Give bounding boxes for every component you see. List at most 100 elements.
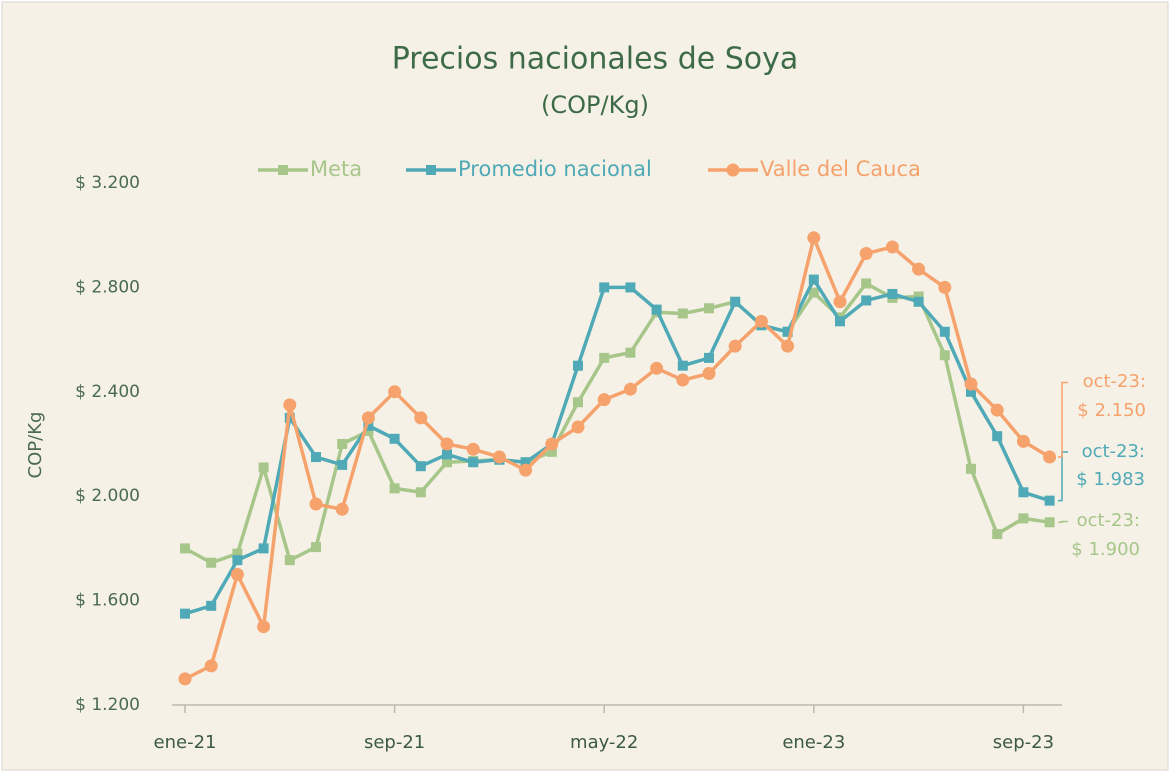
point <box>335 502 349 516</box>
point <box>677 360 688 371</box>
point <box>597 393 611 407</box>
point <box>992 529 1003 540</box>
y-tick-label: $ 3.200 <box>75 173 140 193</box>
point <box>284 555 295 566</box>
point <box>468 457 479 468</box>
point <box>546 446 557 457</box>
end-label-value: $ 1.900 <box>1071 539 1140 560</box>
point <box>311 542 321 553</box>
end-label-connector <box>1058 520 1068 524</box>
point <box>520 457 531 468</box>
y-tick-label: $ 2.000 <box>75 486 140 506</box>
point <box>492 450 506 464</box>
y-tick-label: $ 1.200 <box>75 695 140 715</box>
legend-marker <box>426 165 436 175</box>
point <box>363 420 374 431</box>
y-axis-title: COP/Kg <box>25 412 46 479</box>
end-label-value: $ 2.150 <box>1077 400 1146 421</box>
point <box>309 497 323 511</box>
point <box>258 543 269 554</box>
point <box>311 452 321 463</box>
point <box>1044 517 1055 528</box>
point <box>990 403 1004 417</box>
legend-marker <box>726 163 740 177</box>
point <box>178 672 192 686</box>
point <box>704 352 714 363</box>
point <box>414 411 428 425</box>
point <box>887 288 898 299</box>
point <box>388 385 402 399</box>
point <box>206 557 217 568</box>
point <box>730 296 741 307</box>
point <box>599 282 610 293</box>
y-tick-label: $ 2.400 <box>75 382 140 402</box>
point <box>232 555 243 566</box>
point <box>702 367 716 381</box>
point <box>808 287 819 298</box>
point <box>754 314 768 328</box>
x-tick-label: ene-21 <box>154 732 217 753</box>
x-tick-label: sep-23 <box>993 732 1054 753</box>
point <box>466 442 480 456</box>
chart-subtitle: (COP/Kg) <box>541 91 649 119</box>
point <box>650 361 664 375</box>
chart-title: Precios nacionales de Soya <box>392 42 799 77</box>
point <box>337 459 348 470</box>
point <box>782 326 793 337</box>
point <box>939 326 950 337</box>
point <box>415 487 426 498</box>
point <box>651 304 662 315</box>
point <box>938 280 952 294</box>
point <box>807 231 821 245</box>
point <box>257 620 271 634</box>
point <box>415 461 426 472</box>
point <box>363 425 374 436</box>
series-line <box>184 277 1051 616</box>
point <box>389 433 400 444</box>
point <box>676 373 690 387</box>
legend-label: Meta <box>310 157 362 181</box>
end-label-date: oct-23: <box>1083 371 1146 392</box>
point <box>283 398 297 412</box>
point <box>1043 450 1057 464</box>
point <box>232 548 243 559</box>
x-tick-label: sep-21 <box>364 732 425 753</box>
point <box>833 295 847 309</box>
point <box>1018 487 1029 498</box>
end-label-connector <box>1058 381 1068 458</box>
point <box>573 397 583 408</box>
point <box>939 350 950 361</box>
end-label-date: oct-23: <box>1082 441 1145 462</box>
point <box>442 457 452 468</box>
legend-marker <box>278 165 288 175</box>
point <box>966 386 976 397</box>
point <box>808 274 819 285</box>
y-tick-label: $ 2.800 <box>75 277 140 297</box>
point <box>573 360 583 371</box>
point <box>337 439 348 449</box>
x-tick-label: ene-23 <box>782 732 845 753</box>
point <box>885 240 899 254</box>
point <box>440 437 454 451</box>
point <box>913 291 924 302</box>
point <box>781 339 795 353</box>
point <box>704 303 714 314</box>
legend-label: Promedio nacional <box>458 157 652 181</box>
x-tick-label: may-22 <box>570 732 638 753</box>
point <box>1016 434 1030 448</box>
point <box>966 463 976 474</box>
point <box>913 296 924 307</box>
end-label-connector <box>1058 451 1068 502</box>
end-label-date: oct-23: <box>1077 510 1140 531</box>
point <box>728 339 742 353</box>
point <box>625 347 636 358</box>
point <box>861 278 872 289</box>
end-label-value: $ 1.983 <box>1076 469 1145 490</box>
point <box>623 382 637 396</box>
point <box>677 308 688 319</box>
point <box>206 600 217 611</box>
point <box>230 568 244 581</box>
point <box>992 431 1003 442</box>
point <box>964 377 978 391</box>
